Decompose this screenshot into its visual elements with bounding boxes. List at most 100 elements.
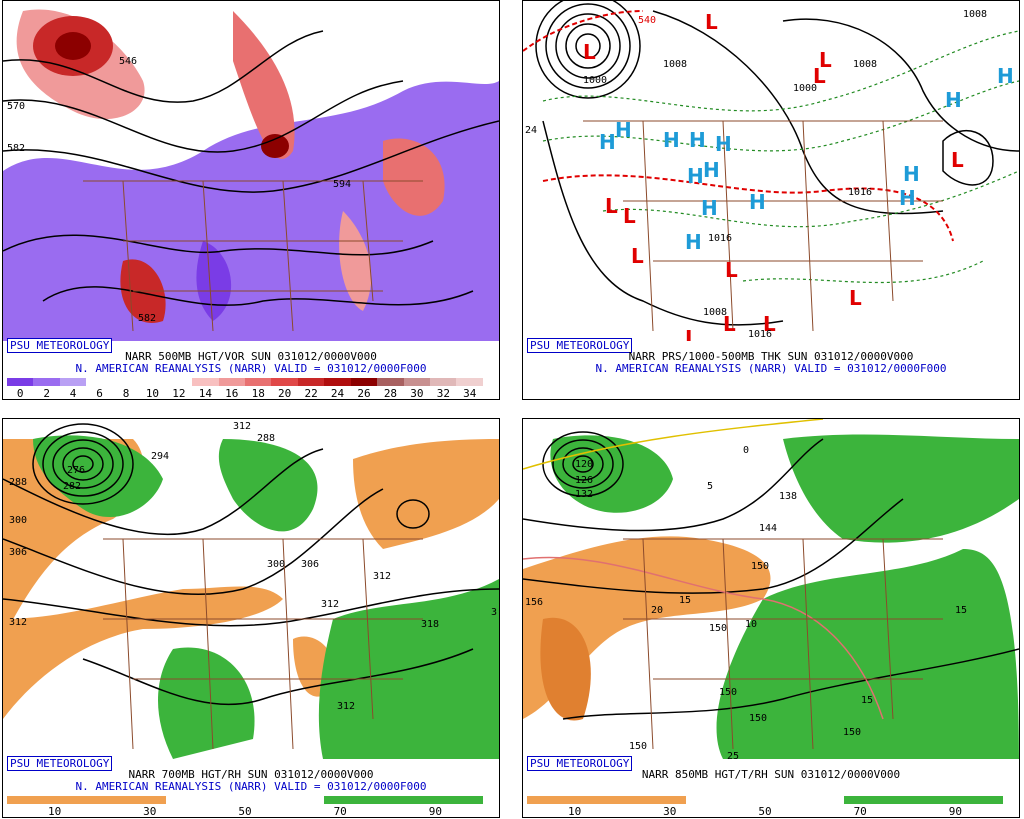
- colorbar-tick-label: 18: [251, 387, 265, 400]
- contour-label: 540: [638, 15, 656, 26]
- high-pressure-marker: H: [687, 164, 704, 188]
- high-pressure-marker: H: [663, 128, 680, 152]
- colorbar-swatch: [364, 796, 404, 804]
- panel-title: NARR 500MB HGT/VOR SUN 031012/0000V000: [125, 350, 377, 363]
- contour-label: 312: [337, 701, 355, 712]
- high-pressure-marker: H: [899, 186, 916, 210]
- colorbar-tick-label: 4: [69, 387, 77, 400]
- contour-label: 582: [138, 313, 156, 324]
- colorbar-tick-label: 28: [383, 387, 398, 400]
- contour-label: 1000: [583, 75, 607, 86]
- low-pressure-marker: L: [705, 10, 718, 34]
- colorbar-swatch: [646, 796, 686, 804]
- contour-label: 1008: [853, 59, 877, 70]
- contour-label: 546: [119, 56, 137, 67]
- low-pressure-marker: L: [819, 48, 832, 72]
- colorbar-tick-label: 50: [238, 805, 252, 818]
- low-pressure-marker: L: [605, 194, 618, 218]
- psu-meteorology-badge: PSU METEOROLOGY: [7, 756, 113, 771]
- low-pressure-marker: L: [723, 312, 736, 336]
- colorbar-swatch: [566, 796, 607, 804]
- contour-label: 0: [743, 445, 749, 456]
- colorbar-tick-label: 30: [663, 805, 677, 818]
- high-pressure-marker: H: [685, 230, 702, 254]
- panel-title: NARR 700MB HGT/RH SUN 031012/0000V000: [128, 768, 374, 781]
- contour-label: 150: [709, 623, 727, 634]
- colorbar-swatch: [245, 796, 285, 804]
- high-pressure-marker: H: [615, 118, 632, 142]
- contour-label: 24: [525, 125, 537, 136]
- contour-label: 156: [525, 597, 543, 608]
- high-pressure-marker: H: [997, 64, 1014, 88]
- colorbar-tick-label: 6: [96, 387, 103, 400]
- panel-title: NARR PRS/1000-500MB THK SUN 031012/0000V…: [628, 350, 914, 363]
- colorbar-swatch: [685, 796, 726, 804]
- contour-label: 594: [333, 179, 351, 190]
- contour-label: 120: [575, 459, 593, 470]
- contour-label: 1000: [793, 83, 817, 94]
- colorbar-tick-label: 70: [853, 805, 867, 818]
- low-pressure-marker: L: [951, 148, 964, 172]
- colorbar-swatch: [192, 378, 219, 386]
- contour-label: 150: [629, 741, 647, 752]
- contour-label: 10: [745, 619, 757, 630]
- low-pressure-marker: L: [685, 326, 698, 341]
- contour-label: 15: [861, 695, 873, 706]
- contour-label: 150: [719, 687, 737, 698]
- t850-map: 120 126 132 138 144 150 156 150 150 150 …: [523, 419, 1019, 759]
- panel-subtitle: N. AMERICAN REANALYSIS (NARR) VALID = 03…: [595, 362, 947, 375]
- contour-label: 300: [267, 559, 285, 570]
- colorbar-tick-label: 14: [198, 387, 212, 400]
- colorbar-tick-label: 26: [357, 387, 371, 400]
- colorbar-tick-label: 30: [143, 805, 157, 818]
- contour-label: 300: [9, 515, 27, 526]
- colorbar-swatch: [963, 796, 1004, 804]
- colorbar-swatch: [284, 796, 325, 804]
- contour-label: 138: [779, 491, 797, 502]
- contour-label: 318: [421, 619, 439, 630]
- colorbar-swatch: [7, 796, 47, 804]
- contour-label: 150: [749, 713, 767, 724]
- contour-label: 312: [9, 617, 27, 628]
- panel-700mb-rh: 288 294 276 282 288 300 306 312 312 318 …: [2, 418, 500, 818]
- colorbar-tick-label: 70: [333, 805, 347, 818]
- high-pressure-marker: H: [945, 88, 962, 112]
- low-pressure-marker: L: [997, 338, 1010, 341]
- panel-850mb-t-rh: 120 126 132 138 144 150 156 150 150 150 …: [522, 418, 1020, 818]
- contour-label: 150: [843, 727, 861, 738]
- contour-label: 144: [759, 523, 777, 534]
- contour-label: 126: [575, 475, 593, 486]
- contour-label: 1016: [708, 233, 732, 244]
- contour-label: 312: [321, 599, 339, 610]
- panel-subtitle: N. AMERICAN REANALYSIS (NARR) VALID = 03…: [75, 362, 427, 375]
- contour-label: 25: [727, 751, 739, 759]
- contour-label: 3: [491, 607, 497, 618]
- colorbar-swatch: [443, 796, 484, 804]
- contour-label: 306: [301, 559, 319, 570]
- colorbar-swatch: [430, 378, 457, 386]
- psu-meteorology-badge: PSU METEOROLOGY: [527, 338, 633, 353]
- panel-500mb-vorticity: 570 582 546 594 582 PSU METEOROLOGY NARR…: [2, 0, 500, 400]
- colorbar-swatch: [923, 796, 964, 804]
- colorbar-swatch: [86, 796, 127, 804]
- contour-label: 1008: [663, 59, 687, 70]
- colorbar-swatch: [527, 796, 567, 804]
- contour-label: 1016: [748, 329, 772, 340]
- high-pressure-marker: H: [715, 132, 732, 156]
- colorbar-swatch: [606, 796, 647, 804]
- colorbar-swatch: [33, 378, 60, 386]
- low-pressure-marker: L: [763, 312, 776, 336]
- colorbar-swatch: [271, 378, 298, 386]
- colorbar-swatch: [765, 796, 805, 804]
- colorbar-tick-label: 10: [145, 387, 160, 400]
- colorbar-swatch: [7, 378, 34, 386]
- colorbar: [7, 378, 483, 386]
- colorbar-tick-label: 20: [278, 387, 292, 400]
- colorbar: [7, 796, 484, 804]
- colorbar-swatch: [324, 378, 351, 386]
- colorbar-swatch: [46, 796, 87, 804]
- colorbar-swatch: [112, 378, 140, 386]
- pressure-map: HHHHHHHHHHHHHHLLLLLLLLLLLLLL 540 1008 10…: [523, 1, 1019, 341]
- psu-meteorology-badge: PSU METEOROLOGY: [7, 338, 113, 353]
- contour-label: 288: [9, 477, 27, 488]
